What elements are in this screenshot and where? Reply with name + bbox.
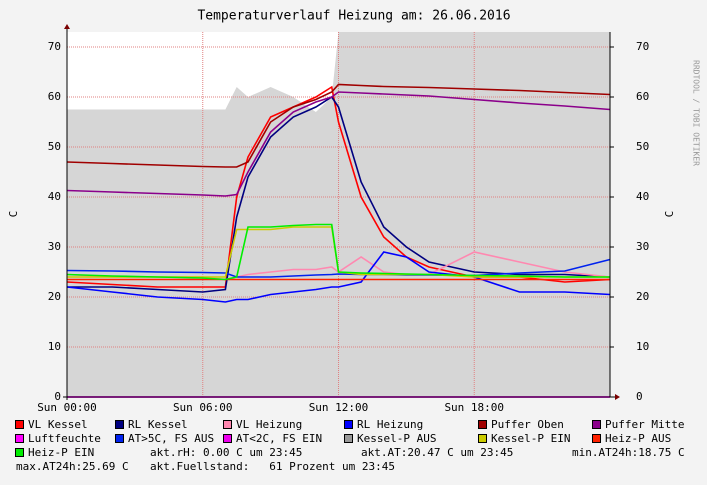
legend-swatch xyxy=(478,434,487,443)
y2-tick-label: 30 xyxy=(636,240,649,253)
legend-swatch xyxy=(223,434,232,443)
status-note: akt.Fuellstand: 61 Prozent um 23:45 xyxy=(150,460,395,473)
x-tick-label: Sun 00:00 xyxy=(37,401,97,414)
legend-label: RL Heizung xyxy=(357,418,423,431)
legend-label: RL Kessel xyxy=(128,418,188,431)
x-tick-label: Sun 18:00 xyxy=(444,401,504,414)
legend-label: Puffer Mitte xyxy=(605,418,684,431)
legend-label: Kessel-P AUS xyxy=(357,432,436,445)
y2-tick-label: 60 xyxy=(636,90,649,103)
y-arrow xyxy=(64,24,70,29)
y2-tick-label: 40 xyxy=(636,190,649,203)
x-tick-label: Sun 12:00 xyxy=(309,401,369,414)
line xyxy=(66,83,611,168)
y-tick-label: 20 xyxy=(48,290,61,303)
legend-swatch xyxy=(478,420,487,429)
legend-label: Heiz-P EIN xyxy=(28,446,94,459)
legend-swatch xyxy=(15,448,24,457)
legend-label: Heiz-P AUS xyxy=(605,432,671,445)
x-arrow xyxy=(615,394,620,400)
y-axis-label: C xyxy=(7,211,20,218)
legend-label: Luftfeuchte xyxy=(28,432,101,445)
plot xyxy=(66,32,611,398)
y2-axis-label: C xyxy=(663,211,676,218)
legend-swatch xyxy=(344,420,353,429)
y-tick-label: 40 xyxy=(48,190,61,203)
status-note: akt.AT:20.47 C um 23:45 xyxy=(361,446,513,459)
y2-tick-label: 50 xyxy=(636,140,649,153)
legend-label: Puffer Oben xyxy=(491,418,564,431)
y-tick-label: 30 xyxy=(48,240,61,253)
legend-swatch xyxy=(15,434,24,443)
legend-swatch xyxy=(592,420,601,429)
legend-swatch xyxy=(115,420,124,429)
status-note: akt.rH: 0.00 C um 23:45 xyxy=(150,446,302,459)
line xyxy=(66,223,610,281)
legend-swatch xyxy=(344,434,353,443)
status-note: min.AT24h:18.75 C xyxy=(572,446,685,459)
legend-swatch xyxy=(115,434,124,443)
legend-label: AT<2C, FS EIN xyxy=(236,432,322,445)
line xyxy=(67,95,611,293)
y2-tick-label: 10 xyxy=(636,340,649,353)
x-tick-label: Sun 06:00 xyxy=(173,401,233,414)
legend-swatch xyxy=(15,420,24,429)
watermark: RRDTOOL / TOBI OETIKER xyxy=(692,60,701,166)
legend-label: VL Kessel xyxy=(28,418,88,431)
y-tick-label: 10 xyxy=(48,340,61,353)
legend-swatch xyxy=(592,434,601,443)
legend-label: VL Heizung xyxy=(236,418,302,431)
y-tick-label: 50 xyxy=(48,140,61,153)
y2-tick-label: 0 xyxy=(636,390,643,403)
y-tick-label: 70 xyxy=(48,40,61,53)
line xyxy=(66,91,611,197)
status-note: max.AT24h:25.69 C xyxy=(16,460,129,473)
legend: VL Kessel RL Kessel VL Heizung RL Heizung Pu… xyxy=(15,418,685,473)
legend-swatch xyxy=(223,420,232,429)
legend-label: Kessel-P EIN xyxy=(491,432,570,445)
y-tick-label: 60 xyxy=(48,90,61,103)
legend-label: AT>5C, FS AUS xyxy=(128,432,214,445)
line xyxy=(67,226,610,278)
y2-tick-label: 20 xyxy=(636,290,649,303)
y2-tick-label: 70 xyxy=(636,40,649,53)
y-tick-label: 0 xyxy=(54,390,61,403)
chart-title: Temperaturverlauf Heizung am: 26.06.2016 xyxy=(197,9,510,24)
